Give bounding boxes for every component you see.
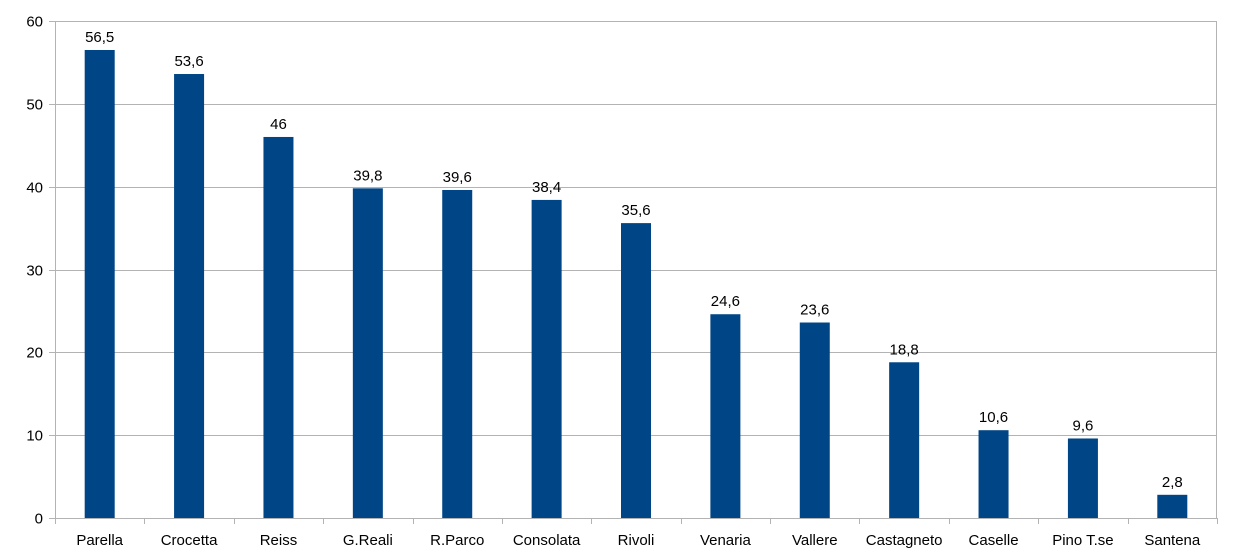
y-tick-label: 50	[26, 97, 43, 114]
x-category-label: Pino T.se	[1052, 532, 1113, 549]
x-category-label: Vallere	[792, 532, 838, 549]
y-tick-label: 10	[26, 428, 43, 445]
data-label: 2,8	[1162, 474, 1183, 491]
data-label: 39,6	[443, 169, 472, 186]
y-tick-label: 60	[26, 14, 43, 31]
data-label: 35,6	[621, 202, 650, 219]
data-label: 53,6	[174, 53, 203, 70]
y-tick-label: 30	[26, 263, 43, 280]
x-category-label: Rivoli	[618, 532, 655, 549]
bar	[84, 49, 115, 518]
x-category-label: Reiss	[260, 532, 298, 549]
y-tick-label: 40	[26, 180, 43, 197]
bar	[978, 430, 1009, 518]
axes	[49, 21, 1218, 524]
data-label: 10,6	[979, 409, 1008, 426]
data-label: 38,4	[532, 179, 561, 196]
x-category-label: Castagneto	[866, 532, 943, 549]
bar	[889, 362, 920, 518]
x-category-label: R.Parco	[430, 532, 484, 549]
y-tick-label: 20	[26, 345, 43, 362]
labels: 0 10 20 30 40 50 60 56,5 Parella 53,6 Crocetta 46 Re…	[26, 14, 1201, 550]
y-tick-label: 0	[35, 511, 43, 528]
bar	[174, 74, 205, 518]
x-category-label: G.Reali	[343, 532, 393, 549]
x-category-label: Consolata	[513, 532, 581, 549]
data-label: 9,6	[1072, 417, 1093, 434]
data-label: 56,5	[85, 29, 114, 46]
data-label: 23,6	[800, 302, 829, 319]
bar	[531, 199, 562, 519]
data-label: 46	[270, 116, 287, 133]
bar	[1157, 494, 1188, 518]
bar	[621, 223, 651, 518]
x-category-label: Crocetta	[161, 532, 218, 549]
data-label: 24,6	[711, 293, 740, 310]
bars	[84, 49, 1188, 519]
data-label: 18,8	[890, 341, 919, 358]
bar	[352, 188, 383, 518]
bar	[442, 189, 473, 519]
bar	[1067, 438, 1098, 518]
bar	[710, 314, 741, 518]
bar	[799, 322, 830, 518]
bar	[263, 136, 294, 518]
x-category-label: Caselle	[969, 532, 1019, 549]
x-category-label: Santena	[1144, 532, 1201, 549]
x-category-label: Parella	[76, 532, 123, 549]
x-category-label: Venaria	[700, 532, 752, 549]
data-label: 39,8	[353, 167, 382, 184]
